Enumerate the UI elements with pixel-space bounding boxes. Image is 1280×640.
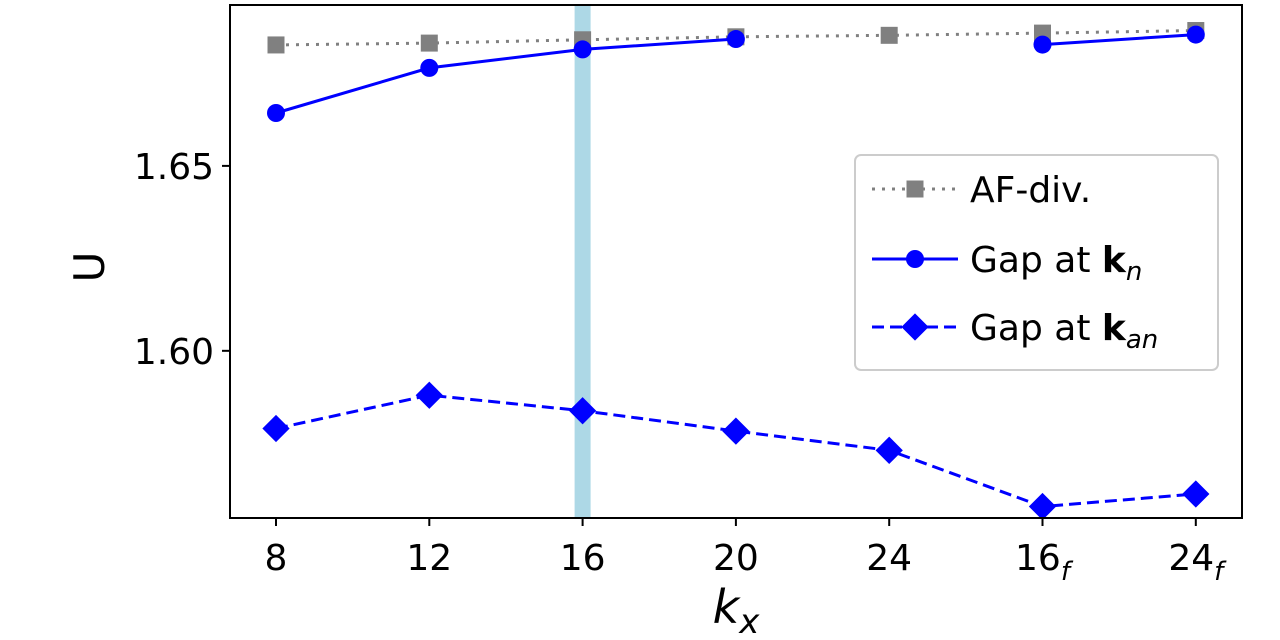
legend-box <box>854 154 1219 371</box>
legend-marker-0 <box>906 180 924 198</box>
series-1-point-1 <box>420 58 439 77</box>
y-tick-label-1: 1.65 <box>134 147 214 188</box>
x-tick-label-0: 8 <box>265 538 288 579</box>
x-tick-label-sub-6: f <box>1214 557 1227 587</box>
series-2 <box>262 381 1210 521</box>
legend-label-2: Gap at kan <box>970 308 1158 355</box>
x-tick-label-main-0: 8 <box>265 538 288 579</box>
legend-marker-1 <box>906 250 924 268</box>
series-2-point-2 <box>568 397 597 425</box>
x-tick-label-main-5: 16 <box>1015 538 1061 579</box>
series-2-point-3 <box>722 417 750 445</box>
series-0-point-1 <box>420 34 438 52</box>
x-tick-label-2: 16 <box>560 538 606 579</box>
series-2-point-5 <box>1028 492 1057 521</box>
x-tick-label-main-4: 24 <box>866 538 912 579</box>
legend-label-1: Gap at kn <box>970 240 1142 287</box>
x-axis-title-main: k <box>713 580 742 634</box>
legend-label-sub-1: n <box>1126 257 1142 287</box>
legend-label-bold-1: k <box>1102 240 1127 281</box>
series-1-point-5 <box>1033 35 1052 54</box>
x-tick-label-4: 24 <box>866 538 912 579</box>
series-1 <box>267 25 1205 122</box>
legend-label-sub-2: an <box>1126 325 1158 355</box>
legend-label-text-2: Gap at <box>970 308 1102 349</box>
highlight-band <box>574 5 591 518</box>
series-2-point-1 <box>415 381 443 409</box>
series-0-point-0 <box>267 36 285 54</box>
x-tick-label-1: 12 <box>406 538 452 579</box>
series-1-point-6 <box>1186 25 1205 44</box>
series-1-line-1 <box>1042 33 1196 47</box>
legend-label-0: AF-div. <box>970 170 1091 211</box>
x-tick-label-main-1: 12 <box>406 538 452 579</box>
y-axis-title: U <box>65 252 114 283</box>
axis-titles: kx U <box>65 252 760 640</box>
highlight-layer <box>574 5 591 518</box>
x-axis-title-sub: x <box>738 602 760 640</box>
y-tick-label-0: 1.60 <box>134 332 214 373</box>
series-2-point-0 <box>262 414 290 443</box>
series-1-point-3 <box>726 30 745 49</box>
series-1-line-0 <box>275 37 737 115</box>
x-tick-label-5: 16f <box>1015 538 1074 587</box>
y-axis: 1.60 1.65 <box>134 147 230 373</box>
series-1-point-0 <box>267 104 285 122</box>
x-axis: 8 12 16 20 24 16f 24f <box>265 518 1227 587</box>
legend-label-text-1: Gap at <box>970 240 1102 281</box>
x-tick-label-main-3: 20 <box>713 538 759 579</box>
series-2-point-4 <box>875 436 903 464</box>
series-0-point-4 <box>880 26 898 44</box>
series-layer <box>262 22 1210 521</box>
legend-label-text-0: AF-div. <box>970 170 1091 211</box>
x-tick-label-3: 20 <box>713 538 759 579</box>
x-tick-label-sub-5: f <box>1061 557 1074 587</box>
series-1-point-2 <box>573 40 592 59</box>
x-axis-title: kx <box>713 580 761 640</box>
series-2-line-0 <box>275 393 1196 509</box>
legend-marker-2 <box>901 313 929 341</box>
series-2-point-6 <box>1182 480 1210 508</box>
x-tick-label-6: 24f <box>1168 538 1227 587</box>
x-tick-label-main-2: 16 <box>560 538 606 579</box>
x-tick-label-main-6: 24 <box>1168 538 1214 579</box>
legend-label-bold-2: k <box>1102 308 1127 349</box>
